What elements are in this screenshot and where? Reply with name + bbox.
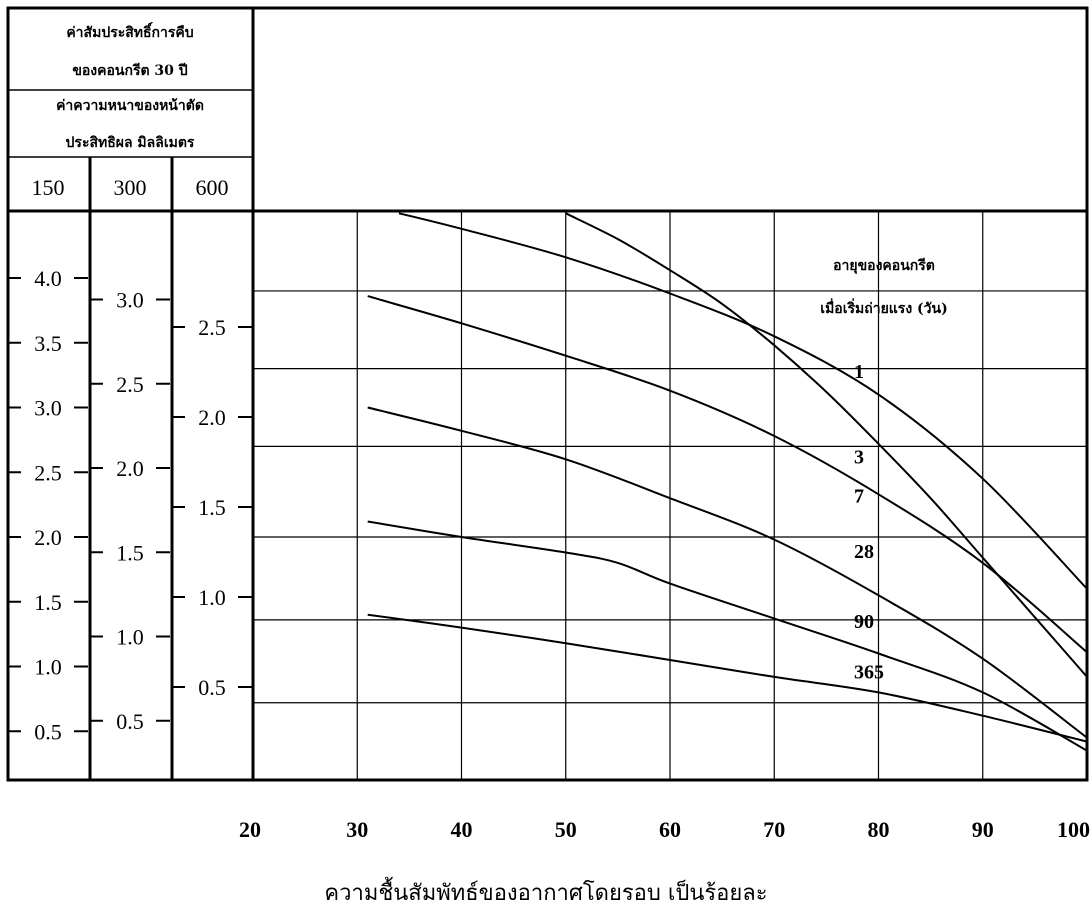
header-panel: ค่าสัมประสิทธิ์การคืบ ของคอนกรีต 30 ปี ค…: [32, 21, 229, 200]
x-tick-label-30: 30: [346, 817, 368, 842]
tick-label-300-3.0: 3.0: [116, 288, 144, 313]
x-tick-label-80: 80: [868, 817, 890, 842]
chart-frame: [6, 6, 1089, 782]
x-tick-label-70: 70: [763, 817, 785, 842]
tick-label-300-1.0: 1.0: [116, 625, 144, 650]
x-tick-label-20: 20: [239, 817, 261, 842]
tick-label-150-2.0: 2.0: [34, 525, 62, 550]
x-tick-label-60: 60: [659, 817, 681, 842]
tick-label-150-2.5: 2.5: [34, 460, 62, 485]
tick-label-600-2.0: 2.0: [198, 405, 226, 430]
tick-label-150-1.0: 1.0: [34, 655, 62, 680]
x-tick-label-90: 90: [972, 817, 994, 842]
x-tick-label-50: 50: [555, 817, 577, 842]
series-label-3: 3: [854, 446, 864, 468]
series-label-90: 90: [854, 611, 874, 633]
outer-border: [6, 6, 1089, 782]
grid-lines: [253, 211, 1087, 780]
header-title-line1: ค่าสัมประสิทธิ์การคืบ: [66, 21, 193, 41]
x-axis-ticks: 20 30 40 50 60 70 80 90 100: [239, 817, 1090, 842]
header-subtitle-line1: ค่าความหนาของหน้าตัด: [56, 98, 204, 114]
series-label-365: 365: [854, 661, 884, 683]
tick-label-600-0.5: 0.5: [198, 675, 226, 700]
x-tick-label-40: 40: [451, 817, 473, 842]
tick-label-600-1.5: 1.5: [198, 495, 226, 520]
tick-label-150-1.5: 1.5: [34, 590, 62, 615]
size-label-300: 300: [114, 175, 147, 200]
size-label-600: 600: [196, 175, 229, 200]
series-label-1: 1: [854, 361, 864, 383]
tick-label-300-1.5: 1.5: [116, 540, 144, 565]
series-line-90: [367, 520, 1087, 752]
series-line-1: [398, 212, 1087, 590]
size-label-150: 150: [32, 175, 65, 200]
series-line-28: [367, 406, 1087, 739]
tick-label-150-3.0: 3.0: [34, 396, 62, 421]
tick-label-300-0.5: 0.5: [116, 709, 144, 734]
series-lines: 1 3 7 28 90 365: [367, 212, 1087, 752]
y-scales: 4.0 3.5 3.0 2.5 2.0 1.5 1.0 0.5 3.0 2.5 2.0 1.5 1.0 0…: [8, 266, 252, 744]
header-title-line2: ของคอนกรีต 30 ปี: [72, 63, 187, 79]
series-line-365: [367, 613, 1087, 743]
header-subtitle-line2: ประสิทธิผล มิลลิเมตร: [66, 135, 195, 151]
series-label-28: 28: [854, 541, 874, 563]
tick-label-300-2.5: 2.5: [116, 372, 144, 397]
legend: อายุของคอนกรีต เมื่อเริ่มถ่ายแรง (วัน): [820, 258, 947, 317]
series-line-7: [367, 295, 1087, 654]
tick-label-150-3.5: 3.5: [34, 331, 62, 356]
legend-title-line1: อายุของคอนกรีต: [833, 258, 935, 274]
legend-title-line2: เมื่อเริ่มถ่ายแรง (วัน): [820, 298, 947, 317]
x-tick-label-100: 100: [1057, 817, 1090, 842]
tick-label-600-2.5: 2.5: [198, 315, 226, 340]
x-axis-label: ความชื้นสัมพัทธ์ของอากาศโดยรอบ เป็นร้อยล…: [324, 877, 767, 906]
tick-label-300-2.0: 2.0: [116, 456, 144, 481]
series-label-7: 7: [854, 485, 864, 507]
tick-label-600-1.0: 1.0: [198, 585, 226, 610]
tick-label-150-0.5: 0.5: [34, 719, 62, 744]
tick-label-150-4.0: 4.0: [34, 266, 62, 291]
